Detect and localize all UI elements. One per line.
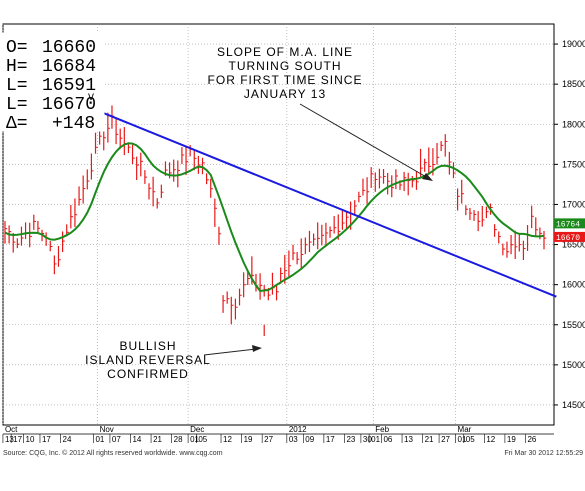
delta-value: +148 [52, 114, 95, 134]
trend-line-segment [95, 108, 557, 298]
grid-lines [2, 24, 554, 425]
high-value: 16684 [42, 57, 96, 77]
annotation-island-line-3: CONFIRMED [107, 367, 189, 381]
x-day-label: 28 [174, 435, 183, 444]
x-day-label: 05 [466, 435, 475, 444]
x-day-label: 24 [63, 435, 72, 444]
x-day-label: 27 [441, 435, 450, 444]
footer-timestamp: Fri Mar 30 2012 12:55:29 [504, 450, 583, 457]
low-value: 16591 [42, 76, 96, 96]
annotation-island-line-1: BULLISH [119, 339, 176, 353]
x-day-label: 17 [326, 435, 335, 444]
ma-price-tag-label: 16764 [556, 220, 580, 229]
x-day-label: 21 [425, 435, 434, 444]
annotation-slope-arrow [299, 103, 429, 179]
annotation-slope-line-3: FOR FIRST TIME SINCE [208, 73, 363, 87]
last-price-tag [554, 231, 585, 242]
y-tick-label: 16000 [562, 280, 585, 290]
y-tick-label: 15000 [562, 360, 585, 370]
x-day-label: 10 [26, 435, 35, 444]
x-day-label: 13 [404, 435, 413, 444]
last-flag: V [88, 93, 94, 104]
x-month-label: Nov [100, 425, 114, 434]
x-day-label: 30 [363, 435, 372, 444]
x-day-label: 19 [244, 435, 253, 444]
x-month-label: Mar [458, 425, 472, 434]
y-tick-label: 19000 [562, 39, 585, 49]
x-day-label: 01 [190, 435, 199, 444]
annotation-island-line-2: ISLAND REVERSAL [85, 353, 211, 367]
x-day-label: 05 [198, 435, 207, 444]
annotation-slope-line-4: JANUARY 13 [244, 87, 326, 101]
x-day-label: 03 [289, 435, 298, 444]
moving-average-line [4, 142, 545, 292]
last-label: L= [6, 95, 28, 115]
last-value: 16670 [42, 95, 96, 115]
x-day-label: 06 [383, 435, 392, 444]
annotation-slope-line-1: SLOPE OF M.A. LINE [217, 45, 353, 59]
footer-source: Source: CQG, Inc. © 2012 All rights rese… [3, 449, 223, 457]
annotation-slope-arrowhead [422, 173, 433, 181]
ohlc-readout: O= 16660 H= 16684 L= 16591 L= 16670 V Δ=… [2, 32, 105, 134]
y-tick-label: 18000 [562, 119, 585, 129]
ma-price-tag [554, 218, 585, 229]
low-label: L= [6, 76, 28, 96]
x-month-label: Feb [375, 425, 389, 434]
x-day-label: 12 [223, 435, 232, 444]
x-day-label: 09 [305, 435, 314, 444]
high-label: H= [6, 57, 28, 77]
x-day-label: 12 [486, 435, 495, 444]
x-day-label: 17 [42, 435, 51, 444]
x-day-label: 01 [371, 435, 380, 444]
x-month-label: Oct [5, 425, 18, 434]
x-month-label: Dec [190, 425, 204, 434]
x-day-label: 23 [346, 435, 355, 444]
open-value: 16660 [42, 38, 96, 58]
x-day-label: 01 [458, 435, 467, 444]
price-bars [4, 105, 547, 336]
y-axis: 14500 15000 15500 16000 16500 17000 17500 18000… [554, 39, 585, 410]
y-tick-label: 16500 [562, 240, 585, 250]
y-tick-label: 18500 [562, 79, 585, 89]
annotation-slope: SLOPE OF M.A. LINE TURNING SOUTH FOR FIR… [208, 45, 433, 181]
ohlc-readout-box [2, 32, 105, 132]
y-tick-label: 17500 [562, 159, 585, 169]
annotation-slope-line-2: TURNING SOUTH [229, 59, 342, 73]
x-day-label: 17 [13, 435, 22, 444]
y-tick-label: 17000 [562, 199, 585, 209]
x-day-label: 07 [112, 435, 121, 444]
trend-line [95, 108, 557, 298]
x-day-label: 01 [95, 435, 104, 444]
annotation-island: BULLISH ISLAND REVERSAL CONFIRMED [85, 339, 262, 381]
last-price-tag-label: 16670 [556, 234, 580, 243]
y-tick-label: 14500 [562, 400, 585, 410]
x-day-label: 13 [5, 435, 14, 444]
price-tags: 16764 16670 [554, 218, 585, 243]
x-month-label: 2012 [289, 425, 307, 434]
x-day-label: 14 [132, 435, 141, 444]
x-day-label: 21 [153, 435, 162, 444]
moving-average [4, 142, 545, 292]
x-day-label: 19 [507, 435, 516, 444]
x-day-label: 26 [527, 435, 536, 444]
open-label: O= [6, 38, 28, 58]
delta-label: Δ= [6, 114, 28, 134]
annotation-island-arrow [203, 348, 257, 356]
x-day-label: 27 [264, 435, 273, 444]
y-tick-label: 15500 [562, 320, 585, 330]
annotation-island-arrowhead [252, 345, 262, 352]
